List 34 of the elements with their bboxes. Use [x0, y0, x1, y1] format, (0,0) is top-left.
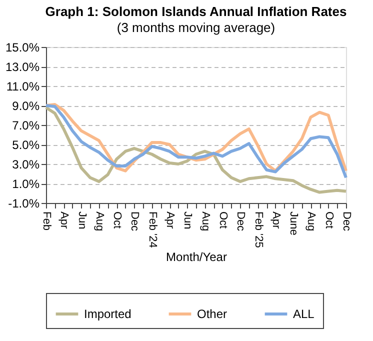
x-tick-label: Dec — [234, 212, 247, 232]
x-tick-label: Oct — [322, 212, 335, 229]
y-tick-label: 7.0% — [12, 118, 40, 132]
y-tick-label: 1.0% — [12, 177, 40, 191]
y-tick-label: 15.0% — [5, 40, 40, 54]
x-tick-label: Oct — [216, 212, 229, 229]
chart-title: Graph 1: Solomon Islands Annual Inflation Rates — [45, 4, 347, 19]
y-tick-label: 5.0% — [12, 138, 40, 152]
legend-label: Other — [197, 307, 228, 321]
x-tick-label: Feb — [40, 212, 52, 230]
x-tick-label: June — [288, 212, 300, 236]
line-series — [44, 106, 348, 194]
x-tick-label: Dec — [340, 212, 352, 232]
y-tick-label: 13.0% — [5, 60, 40, 74]
y-tick-label: 9.0% — [12, 99, 40, 113]
x-tick-label: Apr — [270, 212, 282, 229]
x-tick-label: Oct — [111, 212, 124, 229]
x-tick-label: Feb '25 — [252, 212, 264, 248]
legend-label: ALL — [293, 307, 315, 321]
x-tick-label: Apr — [164, 212, 176, 229]
legend-label: Imported — [84, 307, 132, 321]
x-tick-label: Jun — [182, 212, 194, 230]
x-tick-label: Aug — [199, 212, 212, 232]
chart-subtitle: (3 months moving average) — [116, 20, 276, 35]
y-tick-label: 3.0% — [12, 158, 40, 172]
x-tick-label: Aug — [305, 212, 318, 232]
y-tick-label: 11.0% — [6, 80, 40, 94]
x-tick-label: Feb '24 — [146, 212, 158, 248]
x-tick-label: Aug — [93, 212, 106, 232]
x-tick-label: Apr — [58, 212, 70, 229]
y-tick-label: -1.0% — [8, 196, 40, 210]
x-tick-label: Dec — [128, 212, 141, 232]
x-tick-label: Jun — [76, 212, 88, 230]
x-axis-title: Month/Year — [166, 250, 227, 264]
